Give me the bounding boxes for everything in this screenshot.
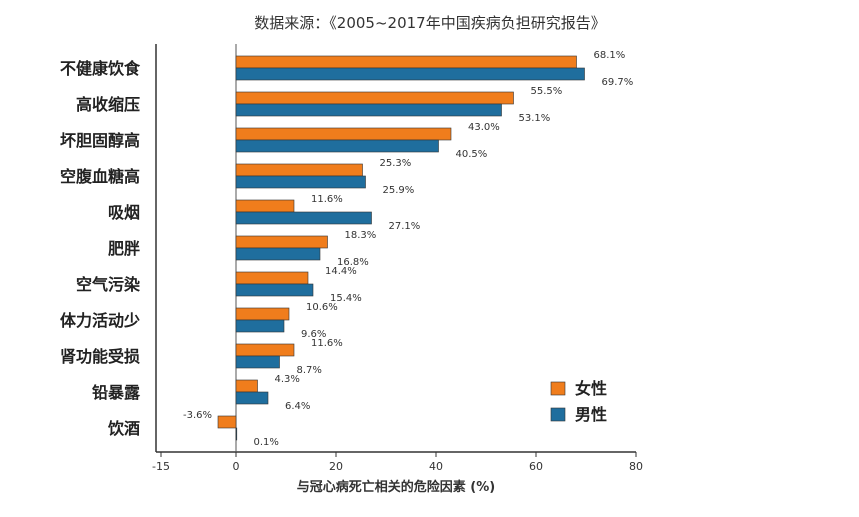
bar-male	[235, 67, 585, 81]
legend-swatch	[550, 407, 566, 422]
data-label: 9.6%	[301, 329, 326, 340]
data-label: 8.7%	[297, 365, 322, 376]
category-label: 空气污染	[76, 275, 141, 294]
category-label: 不健康饮食	[60, 59, 141, 78]
data-label: 27.1%	[389, 221, 421, 232]
bar-male	[235, 391, 269, 405]
data-label: 15.4%	[330, 293, 362, 304]
data-label: 6.4%	[285, 401, 310, 412]
category-label: 铅暴露	[92, 383, 141, 402]
category-label: 肾功能受损	[60, 347, 140, 366]
data-label: 43.0%	[468, 122, 500, 133]
bar-female	[217, 415, 237, 429]
category-label: 吸烟	[108, 203, 140, 222]
category-label: 肥胖	[108, 239, 140, 258]
bar-female	[235, 307, 290, 321]
bar-male	[235, 247, 321, 261]
bar-male	[235, 355, 280, 369]
data-label: 4.3%	[275, 374, 300, 385]
data-label: 11.6%	[311, 194, 343, 205]
data-label: 18.3%	[345, 230, 377, 241]
x-tick-label: 80	[629, 460, 643, 473]
data-label: 14.4%	[325, 266, 357, 277]
data-label: -3.6%	[183, 410, 212, 421]
x-tick-label: 0	[233, 460, 240, 473]
x-tick-label: -15	[152, 460, 170, 473]
chart-title: 数据来源：《2005~2017年中国疾病负担研究报告》	[254, 14, 605, 32]
data-label: 10.6%	[306, 302, 338, 313]
bar-male	[235, 427, 238, 441]
bar-female	[235, 127, 452, 141]
data-label: 69.7%	[602, 77, 634, 88]
bar-male	[235, 139, 439, 153]
legend-label: 男性	[575, 405, 607, 424]
category-label: 坏胆固醇高	[60, 131, 140, 150]
legend-swatch	[550, 381, 566, 396]
bar-female	[235, 199, 295, 213]
category-label: 空腹血糖高	[60, 167, 140, 186]
data-label: 25.9%	[383, 185, 415, 196]
category-label: 体力活动少	[60, 311, 140, 330]
bar-female	[235, 271, 309, 285]
data-label: 0.1%	[254, 437, 279, 448]
bar-female	[235, 235, 328, 249]
bar-female	[235, 55, 577, 69]
bar-female	[235, 91, 514, 105]
data-label: 25.3%	[380, 158, 412, 169]
bar-male	[235, 319, 285, 333]
bar-female	[235, 343, 295, 357]
x-tick-label: 20	[329, 460, 343, 473]
category-label: 高收缩压	[76, 95, 140, 114]
data-label: 55.5%	[531, 86, 563, 97]
bar-male	[235, 283, 314, 297]
x-axis-label: 与冠心病死亡相关的危险因素 (%)	[297, 479, 495, 495]
data-label: 40.5%	[456, 149, 488, 160]
bar-male	[235, 103, 502, 117]
data-label: 53.1%	[519, 113, 551, 124]
bar-female	[235, 379, 258, 393]
bar-male	[235, 175, 366, 189]
bar-male	[235, 211, 372, 225]
data-label: 11.6%	[311, 338, 343, 349]
bar-female	[235, 163, 363, 177]
legend-label: 女性	[575, 379, 607, 398]
data-label: 68.1%	[594, 50, 626, 61]
x-tick-label: 40	[429, 460, 443, 473]
data-label: 16.8%	[337, 257, 369, 268]
category-label: 饮酒	[107, 419, 140, 438]
x-tick-label: 60	[529, 460, 543, 473]
